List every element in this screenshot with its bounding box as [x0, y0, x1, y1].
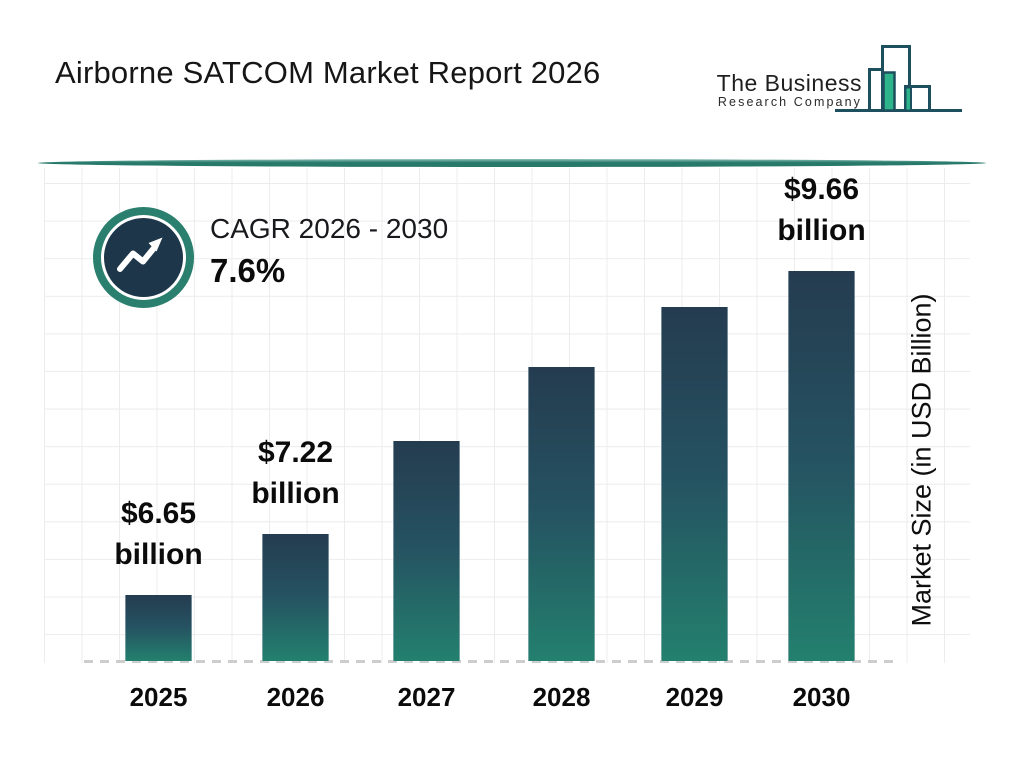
bar-2026 [262, 534, 329, 661]
company-logo-text: The Business Research Company [717, 71, 862, 109]
x-tick-2027: 2027 [397, 682, 456, 712]
section-divider [38, 159, 986, 167]
cagr-label: CAGR 2026 - 2030 [210, 213, 449, 244]
logo-name: The Business [716, 70, 862, 96]
logo-subtitle: Research Company [717, 95, 862, 109]
trending-up-icon [93, 207, 194, 308]
bar-chart: 2025 $6.65 billion 2026 $7.22 billion 2027 2028… [44, 168, 970, 712]
x-tick-2026: 2026 [266, 682, 325, 712]
y-axis-label: Market Size (in USD Billion) [906, 293, 937, 627]
x-tick-2028: 2028 [532, 682, 591, 712]
bar-2030 [788, 271, 855, 661]
bar-chart-skyline-icon [835, 45, 962, 112]
cagr-text-block: CAGR 2026 - 2030 7.6% [210, 212, 448, 292]
x-tick-2029: 2029 [665, 682, 724, 712]
bar-value-amount: $6.65 [120, 497, 197, 530]
bar-value-amount: $9.66 [783, 173, 860, 206]
x-tick-2025: 2025 [129, 682, 188, 712]
bar-value-unit: billion [777, 214, 866, 247]
bar-2025 [125, 595, 192, 661]
bar-value-label-2025: $6.65 billion [69, 493, 249, 575]
bar-value-label-2026: $7.22 billion [206, 432, 386, 514]
cagr-value: 7.6% [210, 252, 286, 289]
cagr-badge-group: CAGR 2026 - 2030 7.6% [92, 206, 512, 310]
bar-2029 [661, 307, 728, 661]
x-axis-baseline [84, 660, 898, 663]
page-title: Airborne SATCOM Market Report 2026 [55, 55, 601, 90]
bar-value-unit: billion [251, 477, 340, 510]
bar-value-amount: $7.22 [257, 436, 334, 469]
bar-value-label-2030: $9.66 billion [732, 169, 912, 251]
bar-2027 [393, 441, 460, 661]
bar-2028 [528, 367, 595, 661]
x-tick-2030: 2030 [792, 682, 851, 712]
bar-value-unit: billion [114, 538, 203, 571]
